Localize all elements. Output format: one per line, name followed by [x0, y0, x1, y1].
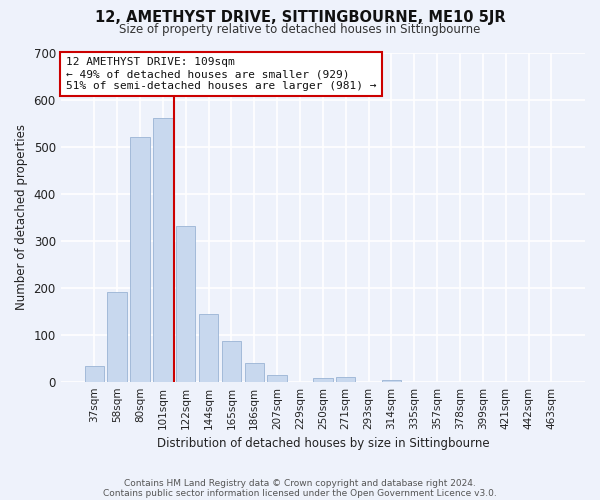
Bar	[221, 341, 241, 382]
Bar	[107, 292, 127, 382]
Bar	[130, 137, 149, 382]
Bar	[336, 377, 355, 382]
Text: Contains HM Land Registry data © Crown copyright and database right 2024.: Contains HM Land Registry data © Crown c…	[124, 478, 476, 488]
Bar	[85, 366, 104, 382]
Text: 12 AMETHYST DRIVE: 109sqm
← 49% of detached houses are smaller (929)
51% of semi: 12 AMETHYST DRIVE: 109sqm ← 49% of detac…	[66, 58, 376, 90]
Text: Size of property relative to detached houses in Sittingbourne: Size of property relative to detached ho…	[119, 22, 481, 36]
Bar	[176, 226, 196, 382]
Y-axis label: Number of detached properties: Number of detached properties	[15, 124, 28, 310]
Bar	[382, 380, 401, 382]
Bar	[313, 378, 332, 382]
Text: 12, AMETHYST DRIVE, SITTINGBOURNE, ME10 5JR: 12, AMETHYST DRIVE, SITTINGBOURNE, ME10 …	[95, 10, 505, 25]
Text: Contains public sector information licensed under the Open Government Licence v3: Contains public sector information licen…	[103, 488, 497, 498]
Bar	[153, 118, 173, 382]
X-axis label: Distribution of detached houses by size in Sittingbourne: Distribution of detached houses by size …	[157, 437, 489, 450]
Bar	[245, 363, 264, 382]
Bar	[199, 314, 218, 382]
Bar	[268, 374, 287, 382]
